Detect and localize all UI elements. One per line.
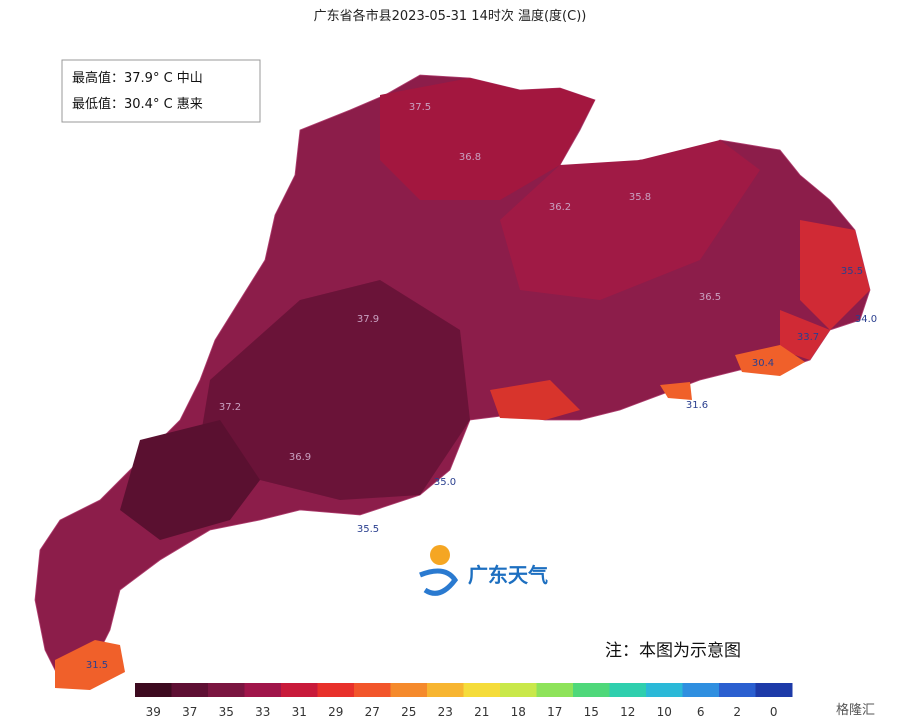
logo-text: 广东天气 (468, 563, 548, 587)
colorbar-segment (135, 683, 172, 697)
map-label: 36.2 (549, 202, 571, 213)
map-label: 34.0 (855, 314, 877, 325)
colorbar-segment (755, 683, 793, 697)
region (380, 78, 595, 200)
region (780, 310, 830, 360)
region (660, 382, 692, 400)
map-label: 37.2 (219, 402, 241, 413)
map-label: 35.5 (357, 524, 379, 535)
map-label: 36.5 (699, 292, 721, 303)
map-label: 36.9 (289, 452, 311, 463)
colorbar-label: 25 (401, 705, 416, 719)
colorbar-label: 21 (474, 705, 489, 719)
colorbar-segment (171, 683, 209, 697)
colorbar-label: 12 (620, 705, 635, 719)
colorbar-label: 15 (584, 705, 599, 719)
map-label: 30.4 (752, 358, 774, 369)
colorbar-label: 0 (770, 705, 778, 719)
min-value: 最低值：30.4° C 惠来 (72, 96, 203, 112)
note: 注：本图为示意图 (605, 641, 741, 661)
logo: 广东天气 (419, 545, 548, 596)
map-label: 36.8 (459, 152, 481, 163)
region (55, 640, 125, 690)
colorbar-label: 2 (733, 705, 741, 719)
colorbar-segment (208, 683, 245, 697)
colorbar-label: 29 (328, 705, 343, 719)
region (500, 140, 760, 300)
map-label: 37.5 (409, 102, 431, 113)
max-value: 最高值：37.9° C 中山 (72, 70, 203, 86)
title: 广东省各市县2023-05-31 14时次 温度(度(C)) (314, 8, 587, 24)
colorbar-label: 23 (438, 705, 453, 719)
region (200, 280, 470, 500)
region (120, 420, 260, 540)
map-label: 37.9 (357, 314, 379, 325)
colorbar-segment (354, 683, 391, 697)
colorbar-label: 6 (697, 705, 705, 719)
colorbar-segment (427, 683, 464, 697)
colorbar-segment (719, 683, 756, 697)
colorbar-segment (244, 683, 282, 697)
colorbar-segment (500, 683, 537, 697)
colorbar-label: 18 (511, 705, 526, 719)
colorbar-segment (573, 683, 610, 697)
map-label: 31.6 (686, 400, 708, 411)
colorbar-segment (646, 683, 683, 697)
colorbar-label: 31 (292, 705, 307, 719)
colorbar-segment (317, 683, 355, 697)
watermark: 格隆汇 (836, 702, 875, 718)
colorbar-segment (536, 683, 574, 697)
map-label: 35.5 (841, 266, 863, 277)
region (800, 220, 870, 330)
map-label: 35.8 (629, 192, 651, 203)
colorbar-segment (281, 683, 318, 697)
region (490, 380, 580, 420)
colorbar-label: 10 (657, 705, 672, 719)
map-label: 31.5 (86, 660, 108, 671)
colorbar-segment (390, 683, 428, 697)
colorbar-label: 17 (547, 705, 562, 719)
info-box: 最高值：37.9° C 中山 最低值：30.4° C 惠来 (61, 59, 261, 123)
colorbar-label: 37 (182, 705, 197, 719)
province-map (34, 74, 871, 690)
logo-swirl (419, 568, 459, 596)
colorbar-segment (463, 683, 501, 697)
colorbar-label: 35 (219, 705, 234, 719)
colorbar-segment (682, 683, 720, 697)
colorbar-segment (609, 683, 647, 697)
map-label: 33.7 (797, 332, 819, 343)
info-frame (61, 59, 261, 123)
colorbar-label: 39 (146, 705, 161, 719)
colorbar-label: 27 (365, 705, 380, 719)
colorbar-label: 33 (255, 705, 270, 719)
map-label: 35.0 (434, 477, 456, 488)
logo-sun (430, 545, 450, 565)
region (735, 345, 805, 376)
